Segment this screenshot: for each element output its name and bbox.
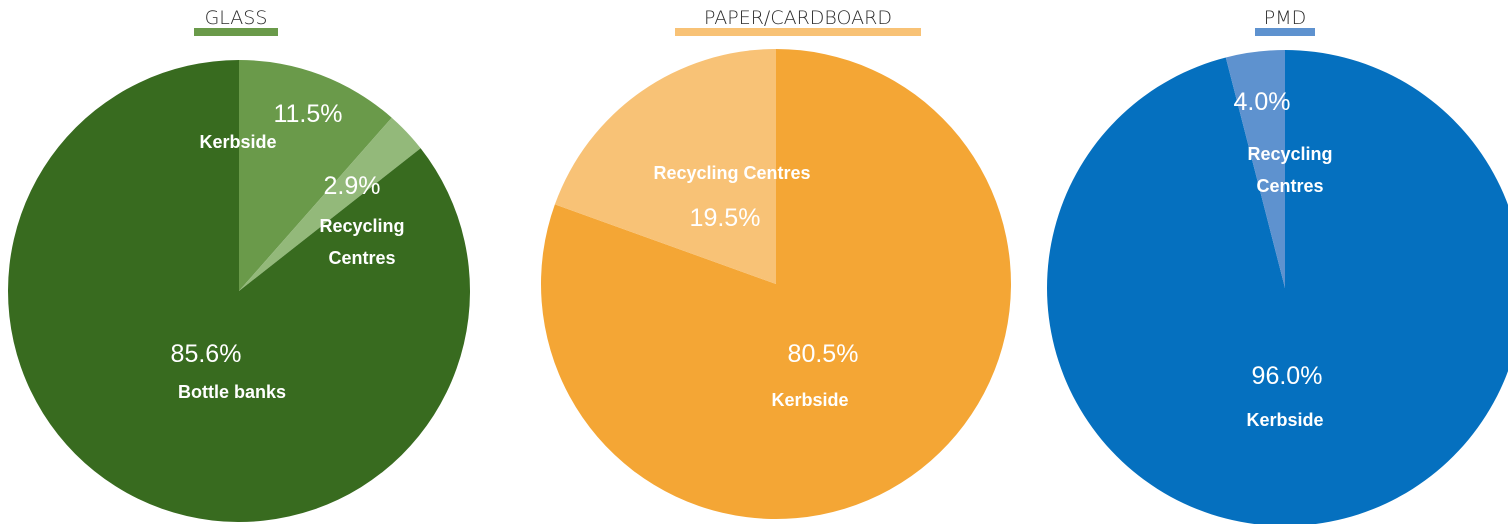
- pie-category-label-0-1: Recycling Centres: [319, 216, 404, 268]
- pie-slice-0-1: [239, 117, 421, 291]
- pie-glass: 11.5% Kerbside 2.9% Recycling Centres 85.6% Bo…: [8, 60, 471, 522]
- pie-title-pmd: PMD: [1255, 6, 1315, 36]
- pie-value-label-1-0: 80.5%: [788, 340, 859, 368]
- pie-category-label-2-1: Recycling Centres: [1247, 144, 1332, 196]
- pie-title-pmd-underline: [1255, 28, 1315, 36]
- pie-category-label-0-2: Bottle banks: [178, 382, 286, 402]
- pie-value-label-0-1: 2.9%: [324, 172, 381, 200]
- pie-title-pmd-text: PMD: [1263, 7, 1307, 29]
- pie-value-label-2-0: 96.0%: [1252, 362, 1323, 390]
- pie-title-paper-text: PAPER/CARDBOARD: [704, 7, 892, 29]
- pie-title-glass: GLASS: [194, 6, 278, 36]
- pie-title-paper: PAPER/CARDBOARD: [675, 6, 921, 36]
- pie-slice-2-1: [1225, 50, 1285, 288]
- pie-slice-0-0: [239, 60, 392, 291]
- pie-paper-cardboard: 80.5% Kerbside 19.5% Recycling Centres: [540, 49, 1011, 519]
- pie-pmd: 96.0% Kerbside 4.0% Recycling Centres: [1047, 50, 1508, 524]
- pie-category-label-0-0: Kerbside: [199, 132, 276, 152]
- pie-category-label-1-0: Kerbside: [771, 390, 848, 410]
- pie-value-label-0-0: 11.5%: [273, 100, 342, 128]
- pie-value-label-1-1: 19.5%: [690, 204, 761, 232]
- pie-slice-1-1: [554, 49, 776, 284]
- pie-slice-1-0: [540, 49, 1011, 519]
- pie-value-label-2-1: 4.0%: [1234, 88, 1291, 116]
- pie-value-label-0-2: 85.6%: [171, 340, 242, 368]
- pie-category-label-2-0: Kerbside: [1246, 410, 1323, 430]
- pie-slice-0-2: [8, 60, 471, 522]
- pie-category-label-1-1: Recycling Centres: [653, 163, 810, 183]
- pie-title-glass-text: GLASS: [204, 7, 268, 29]
- pie-slice-2-0: [1047, 50, 1508, 524]
- pie-title-glass-underline: [194, 28, 278, 36]
- pie-title-paper-underline: [675, 28, 921, 36]
